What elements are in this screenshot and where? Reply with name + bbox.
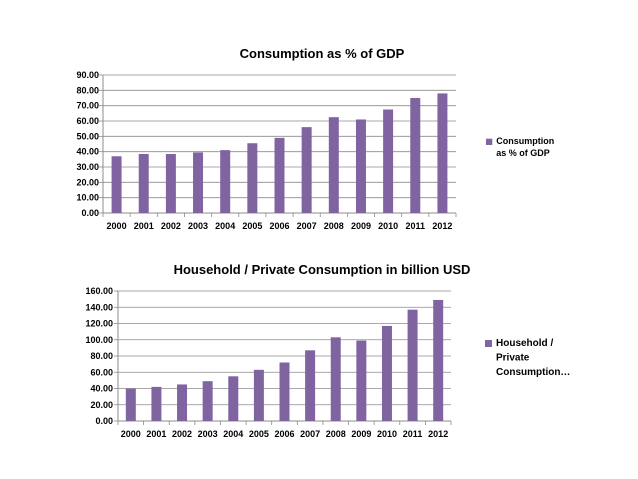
legend-label: Household / [496,338,553,349]
y-tick-label: 20.00 [76,177,99,187]
bar-2001 [138,153,149,213]
x-tick-label: 2007 [300,429,320,439]
x-tick-label: 2001 [134,221,154,231]
x-tick-label: 2011 [406,221,426,231]
y-tick-label: 120.00 [85,319,113,329]
x-tick-label: 2011 [403,429,423,439]
bar-2008 [330,337,341,421]
x-tick-label: 2010 [378,221,398,231]
y-tick-label: 70.00 [76,101,99,111]
bar-2011 [410,98,421,213]
legend: Consumption as % of GDP [486,136,554,158]
x-tick-label: 2012 [428,429,448,439]
bar-2011 [407,309,418,421]
bar-2007 [301,127,312,213]
y-tick-label: 50.00 [76,131,99,141]
y-tick-label: 140.00 [85,302,113,312]
chart-household-consumption: Household / Private Consumption in billi… [85,262,570,439]
bar-2003 [202,381,213,421]
x-tick-label: 2000 [121,429,141,439]
bar-2010 [383,109,394,213]
x-tick-label: 2006 [269,221,289,231]
y-tick-label: 60.00 [76,116,99,126]
y-tick-label: 160.00 [85,286,113,296]
x-tick-label: 2009 [351,221,371,231]
bar-2007 [305,350,316,421]
x-tick-label: 2012 [432,221,452,231]
legend-swatch [485,340,492,347]
x-tick-label: 2006 [274,429,294,439]
y-tick-label: 90.00 [76,70,99,80]
y-tick-label: 0.00 [81,208,99,218]
chart-title: Household / Private Consumption in billi… [174,262,471,277]
y-tick-label: 100.00 [85,335,113,345]
x-tick-label: 2004 [223,429,243,439]
legend-label: Consumption… [496,367,570,378]
bar-2002 [165,153,176,213]
chart-consumption-pct-gdp: Consumption as % of GDP 0.00 10.00 20.00 30.… [76,46,554,231]
bar-2010 [381,325,392,421]
x-tick-label: 2002 [161,221,181,231]
bar-2004 [228,376,239,421]
y-tick-label: 60.00 [90,367,113,377]
bar-2004 [220,150,231,213]
y-tick-label: 20.00 [90,400,113,410]
bar-2005 [253,369,264,421]
bar-2001 [151,386,162,421]
y-tick-label: 80.00 [90,351,113,361]
x-tick-label: 2008 [326,429,346,439]
bar-2000 [111,156,122,213]
x-tick-label: 2003 [198,429,218,439]
x-tick-label: 2008 [324,221,344,231]
legend: Household / Private Consumption… [485,338,570,378]
y-tick-label: 40.00 [76,147,99,157]
bar-2012 [433,299,444,421]
legend-swatch [486,138,493,145]
bar-2012 [437,93,448,213]
bar-2009 [356,340,367,421]
bar-2003 [193,152,204,213]
legend-label: Private [496,353,530,364]
bar-2006 [274,137,285,213]
y-tick-label: 10.00 [76,193,99,203]
x-tick-label: 2005 [249,429,269,439]
x-tick-label: 2000 [107,221,127,231]
legend-label: as % of GDP [496,148,550,158]
x-tick-label: 2002 [172,429,192,439]
x-tick-label: 2007 [297,221,317,231]
y-tick-label: 40.00 [90,384,113,394]
bar-2008 [328,117,339,213]
x-tick-label: 2009 [351,429,371,439]
x-tick-label: 2005 [242,221,262,231]
x-tick-label: 2010 [377,429,397,439]
x-tick-label: 2001 [146,429,166,439]
x-tick-label: 2003 [188,221,208,231]
bar-2002 [177,384,188,421]
y-tick-label: 30.00 [76,162,99,172]
y-tick-label: 0.00 [95,416,113,426]
legend-label: Consumption [496,136,554,146]
bar-2006 [279,362,290,421]
bar-2000 [125,388,136,421]
bar-2009 [355,119,366,213]
x-tick-label: 2004 [215,221,235,231]
y-tick-label: 80.00 [76,85,99,95]
bar-2005 [247,143,258,213]
chart-title: Consumption as % of GDP [240,46,405,61]
